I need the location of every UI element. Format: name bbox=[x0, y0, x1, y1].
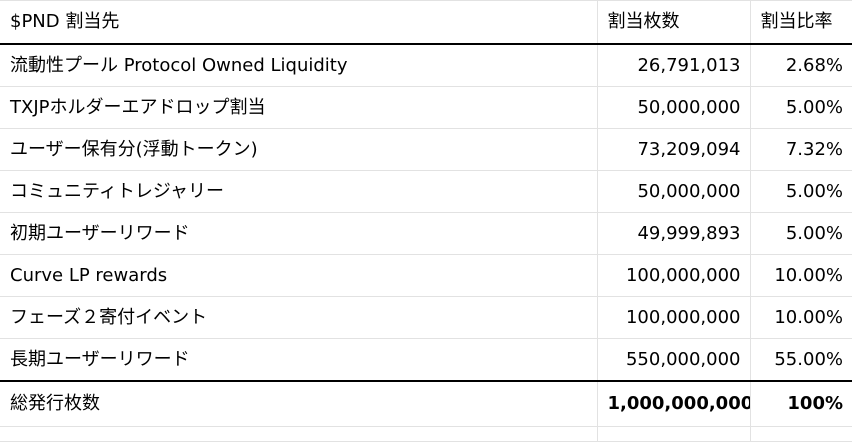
ratio-cell[interactable]: 5.00% bbox=[749, 170, 852, 213]
table-row: コミュニティトレジャリー 50,000,000 5.00% bbox=[0, 170, 852, 213]
recipient-cell[interactable]: 初期ユーザーリワード bbox=[0, 212, 597, 255]
total-label-cell[interactable]: 総発行枚数 bbox=[0, 381, 597, 427]
table-row: 流動性プール Protocol Owned Liquidity 26,791,0… bbox=[0, 44, 852, 87]
ratio-cell[interactable]: 10.00% bbox=[749, 254, 852, 297]
amount-cell[interactable]: 49,999,893 bbox=[596, 212, 750, 255]
amount-cell[interactable]: 550,000,000 bbox=[596, 338, 750, 382]
recipient-cell[interactable]: コミュニティトレジャリー bbox=[0, 170, 597, 213]
amount-cell[interactable]: 73,209,094 bbox=[596, 128, 750, 171]
recipient-cell[interactable]: TXJPホルダーエアドロップ割当 bbox=[0, 86, 597, 129]
amount-cell[interactable]: 100,000,000 bbox=[596, 254, 750, 297]
amount-cell[interactable]: 50,000,000 bbox=[596, 86, 750, 129]
table-row: フェーズ２寄付イベント 100,000,000 10.00% bbox=[0, 296, 852, 339]
ratio-cell[interactable]: 5.00% bbox=[749, 212, 852, 255]
empty-cell[interactable] bbox=[749, 426, 852, 442]
header-recipient[interactable]: $PND 割当先 bbox=[0, 0, 597, 45]
ratio-cell[interactable]: 5.00% bbox=[749, 86, 852, 129]
header-row: $PND 割当先 割当枚数 割当比率 bbox=[0, 0, 852, 45]
ratio-cell[interactable]: 7.32% bbox=[749, 128, 852, 171]
table-row: 初期ユーザーリワード 49,999,893 5.00% bbox=[0, 212, 852, 255]
ratio-cell[interactable]: 10.00% bbox=[749, 296, 852, 339]
amount-cell[interactable]: 50,000,000 bbox=[596, 170, 750, 213]
ratio-cell[interactable]: 55.00% bbox=[749, 338, 852, 382]
total-amount-cell[interactable]: 1,000,000,000 bbox=[596, 381, 750, 427]
empty-cell[interactable] bbox=[0, 426, 597, 442]
empty-cell[interactable] bbox=[596, 426, 750, 442]
table-row: 長期ユーザーリワード 550,000,000 55.00% bbox=[0, 338, 852, 382]
table-row: TXJPホルダーエアドロップ割当 50,000,000 5.00% bbox=[0, 86, 852, 129]
header-ratio[interactable]: 割当比率 bbox=[749, 0, 852, 45]
amount-cell[interactable]: 26,791,013 bbox=[596, 44, 750, 87]
total-row: 総発行枚数 1,000,000,000 100% bbox=[0, 381, 852, 427]
amount-cell[interactable]: 100,000,000 bbox=[596, 296, 750, 339]
total-ratio-cell[interactable]: 100% bbox=[749, 381, 852, 427]
recipient-cell[interactable]: 流動性プール Protocol Owned Liquidity bbox=[0, 44, 597, 87]
recipient-cell[interactable]: ユーザー保有分(浮動トークン) bbox=[0, 128, 597, 171]
recipient-cell[interactable]: 長期ユーザーリワード bbox=[0, 338, 597, 382]
recipient-cell[interactable]: フェーズ２寄付イベント bbox=[0, 296, 597, 339]
recipient-cell[interactable]: Curve LP rewards bbox=[0, 254, 597, 297]
ratio-cell[interactable]: 2.68% bbox=[749, 44, 852, 87]
header-amount[interactable]: 割当枚数 bbox=[596, 0, 750, 45]
table-row: ユーザー保有分(浮動トークン) 73,209,094 7.32% bbox=[0, 128, 852, 171]
table-row: Curve LP rewards 100,000,000 10.00% bbox=[0, 254, 852, 297]
empty-row bbox=[0, 426, 852, 442]
